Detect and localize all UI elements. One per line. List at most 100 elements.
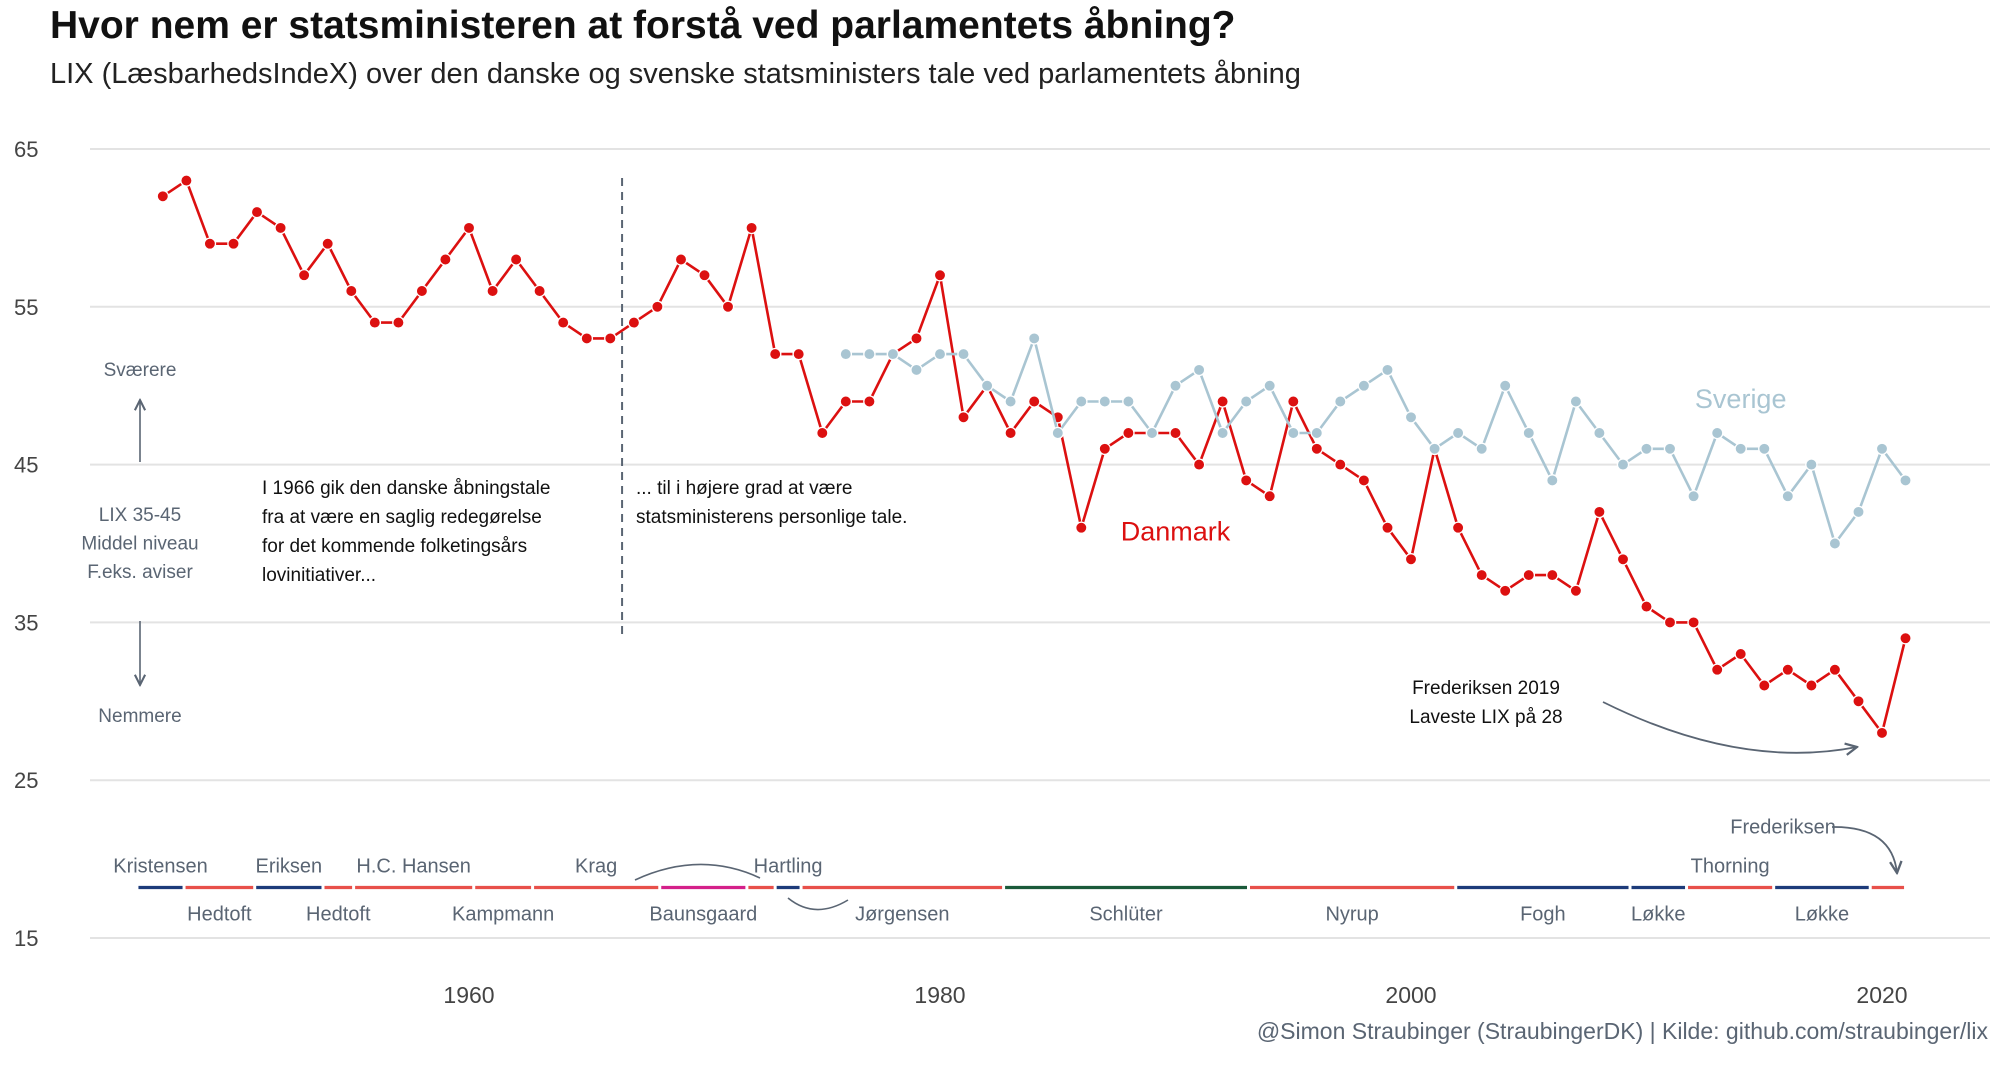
data-point	[1852, 695, 1865, 708]
data-point	[1287, 426, 1300, 440]
data-point	[1051, 426, 1065, 440]
data-point	[1192, 363, 1206, 377]
data-point	[957, 347, 970, 361]
series-label: Danmark	[1121, 516, 1231, 546]
data-point	[1098, 442, 1112, 456]
data-point	[839, 395, 853, 408]
frederiksen-low-text: Frederiksen 2019	[1412, 678, 1560, 699]
annotations: Sværere LIX 35-45 Middel niveau F.eks. avis…	[81, 178, 1857, 753]
data-point	[839, 347, 853, 361]
data-point	[203, 237, 217, 250]
pm-name-label: Hartling	[754, 856, 823, 878]
data-point	[1522, 426, 1536, 440]
pm-name-label: Schlüter	[1089, 904, 1163, 926]
data-point	[1451, 521, 1465, 534]
data-point	[1404, 553, 1418, 566]
data-point	[1004, 426, 1017, 440]
data-point	[1287, 395, 1300, 408]
pm-name-label: Krag	[575, 856, 617, 878]
data-point	[1828, 537, 1842, 550]
easier-label: Nemmere	[98, 706, 181, 727]
data-point	[1475, 442, 1488, 456]
pm-name-label: Hedtoft	[306, 904, 371, 926]
harder-label: Sværere	[104, 360, 177, 381]
data-point	[1734, 442, 1747, 456]
before-1966-text: lovinitiativer...	[262, 565, 376, 586]
y-tick-label: 45	[14, 453, 38, 478]
y-tick-label: 15	[14, 926, 38, 951]
data-point	[886, 347, 900, 361]
pm-name-label: Nyrup	[1325, 904, 1378, 926]
frederiksen-low-text: Laveste LIX på 28	[1409, 707, 1562, 728]
x-tick-label: 2000	[1385, 982, 1436, 1008]
data-point	[439, 253, 452, 266]
data-point	[392, 316, 405, 329]
data-point	[1263, 489, 1276, 503]
data-point	[863, 347, 876, 361]
data-point	[1381, 521, 1394, 534]
data-point	[509, 253, 523, 266]
data-point	[1334, 458, 1347, 471]
series-label: Sverige	[1695, 384, 1787, 414]
series-line	[845, 337, 1907, 545]
y-tick-label: 55	[14, 295, 38, 320]
data-point	[250, 205, 264, 219]
data-point	[1687, 616, 1700, 629]
data-point	[227, 237, 240, 250]
data-point	[1758, 679, 1771, 692]
data-point	[1522, 568, 1536, 582]
pm-name-label: Kampmann	[452, 904, 554, 926]
data-point	[910, 332, 923, 345]
pm-name-label: H.C. Hansen	[356, 856, 471, 878]
data-point	[627, 316, 641, 329]
before-1966-text: for det kommende folketingsårs	[262, 536, 527, 557]
data-point	[1027, 332, 1041, 345]
y-tick-label: 35	[14, 610, 38, 635]
data-point	[604, 332, 617, 345]
data-point	[1875, 726, 1889, 740]
data-point	[1239, 395, 1253, 408]
data-point	[1663, 442, 1677, 456]
data-point	[1027, 395, 1041, 408]
data-point	[1098, 395, 1112, 408]
data-point	[1192, 458, 1206, 471]
pm-name-label: Baunsgaard	[649, 904, 757, 926]
data-point	[721, 300, 735, 314]
data-point	[1004, 395, 1017, 408]
axes: 15 25 35 45 55 65 1960 1980 2000 2020	[14, 137, 1908, 1008]
data-point	[1310, 426, 1324, 440]
before-1966-text: I 1966 gik den danske åbningstale	[262, 478, 550, 499]
data-point	[1640, 442, 1653, 456]
data-point	[1546, 568, 1559, 582]
y-tick-label: 25	[14, 768, 38, 793]
series: Danmark Sverige	[156, 174, 1912, 740]
data-point	[1899, 631, 1912, 645]
data-point	[1687, 489, 1700, 503]
data-point	[1451, 426, 1465, 440]
mid-level-label: LIX 35-45	[99, 505, 181, 526]
data-point	[1805, 458, 1818, 471]
data-point	[1310, 442, 1324, 456]
frederiksen-pm-arrow-icon	[1831, 826, 1897, 873]
data-point	[933, 347, 947, 361]
pm-name-label: Frederiksen	[1730, 817, 1836, 839]
data-point	[1075, 521, 1088, 534]
data-point	[415, 284, 429, 298]
data-point	[556, 316, 570, 329]
baunsgaard-connector	[634, 863, 761, 881]
data-point	[1475, 568, 1488, 582]
pm-name-label: Jørgensen	[855, 904, 950, 926]
data-point	[1640, 600, 1653, 613]
data-point	[1758, 442, 1771, 456]
data-point	[486, 284, 499, 298]
pm-name-label: Fogh	[1520, 904, 1566, 926]
data-point	[462, 221, 476, 235]
data-point	[1263, 379, 1276, 392]
chart-title: Hvor nem er statsministeren at forstå ve…	[50, 4, 1236, 47]
before-1966-text: fra at være en saglig redegørelse	[262, 507, 542, 528]
data-point	[698, 268, 711, 282]
data-point	[1781, 663, 1795, 676]
data-point	[1781, 489, 1795, 503]
data-point	[792, 347, 805, 361]
